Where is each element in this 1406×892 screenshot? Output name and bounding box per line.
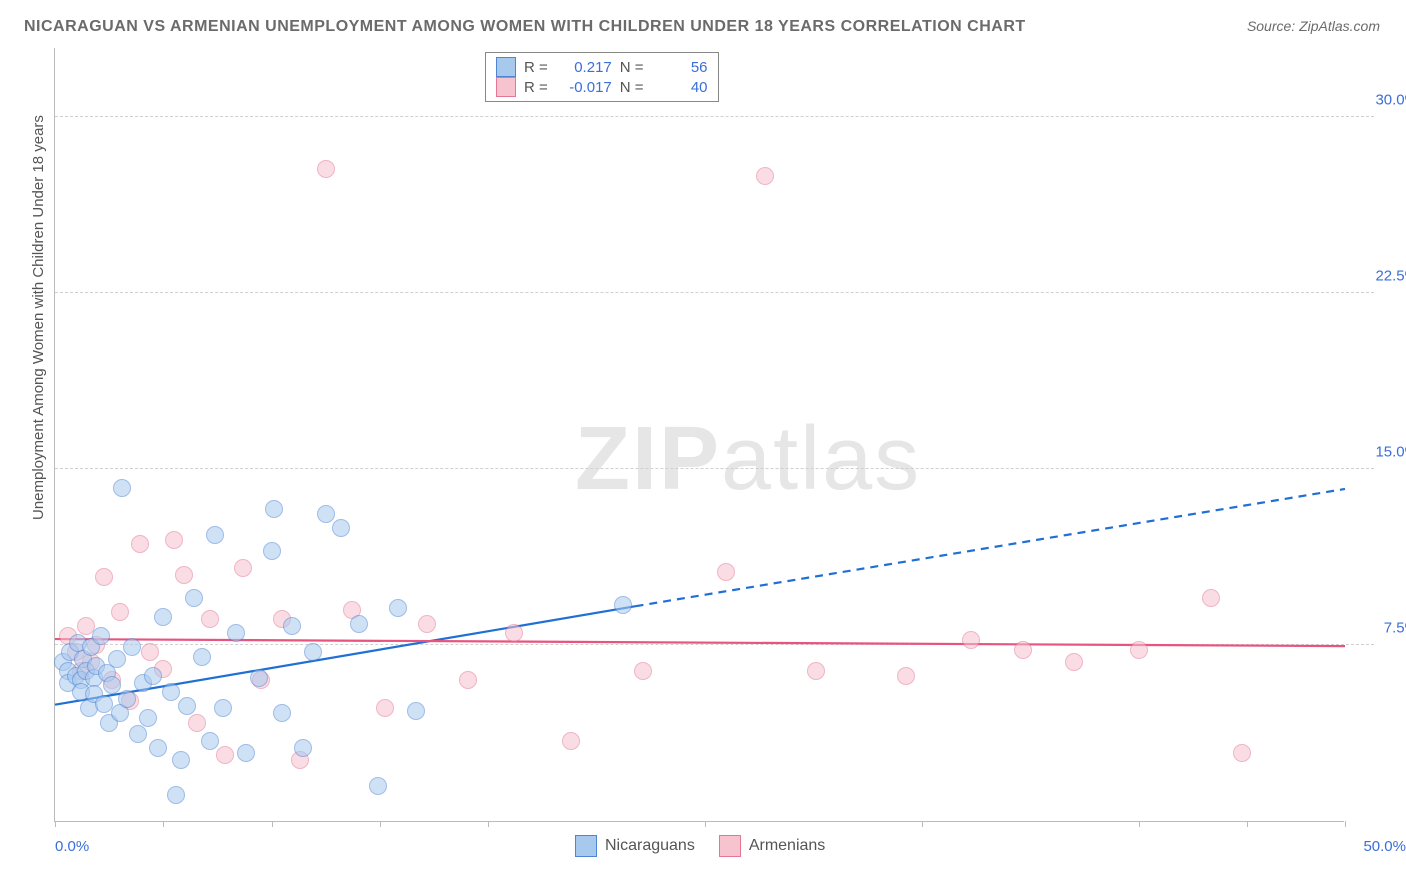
scatter-point-armenians <box>376 699 394 717</box>
scatter-point-nicaraguans <box>162 683 180 701</box>
legend-item: Armenians <box>719 835 825 857</box>
scatter-point-armenians <box>201 610 219 628</box>
scatter-point-nicaraguans <box>614 596 632 614</box>
gridline <box>55 292 1374 293</box>
scatter-point-nicaraguans <box>407 702 425 720</box>
x-tick <box>922 821 923 827</box>
scatter-point-nicaraguans <box>193 648 211 666</box>
y-tick-label: 30.0% <box>1375 92 1406 109</box>
scatter-point-nicaraguans <box>129 725 147 743</box>
scatter-point-armenians <box>188 714 206 732</box>
scatter-point-nicaraguans <box>139 709 157 727</box>
x-tick <box>1345 821 1346 827</box>
scatter-point-nicaraguans <box>214 699 232 717</box>
scatter-point-nicaraguans <box>283 617 301 635</box>
scatter-point-armenians <box>1233 744 1251 762</box>
scatter-point-armenians <box>1130 641 1148 659</box>
scatter-point-nicaraguans <box>294 739 312 757</box>
watermark: ZIPatlas <box>575 408 921 511</box>
y-axis-label: Unemployment Among Women with Children U… <box>30 115 47 520</box>
plot-area: ZIPatlas 7.5%15.0%22.5%30.0% 0.0% 50.0% … <box>54 48 1344 822</box>
x-tick <box>55 821 56 827</box>
scatter-point-armenians <box>1014 641 1032 659</box>
scatter-point-armenians <box>418 615 436 633</box>
gridline <box>55 644 1374 645</box>
x-tick <box>272 821 273 827</box>
scatter-point-armenians <box>562 732 580 750</box>
scatter-point-armenians <box>459 671 477 689</box>
x-tick <box>1247 821 1248 827</box>
scatter-point-armenians <box>1202 589 1220 607</box>
scatter-point-nicaraguans <box>108 650 126 668</box>
scatter-point-nicaraguans <box>172 751 190 769</box>
scatter-point-nicaraguans <box>304 643 322 661</box>
gridline <box>55 116 1374 117</box>
scatter-point-armenians <box>962 631 980 649</box>
scatter-point-nicaraguans <box>227 624 245 642</box>
scatter-point-nicaraguans <box>149 739 167 757</box>
scatter-point-armenians <box>216 746 234 764</box>
y-tick-label: 22.5% <box>1375 268 1406 285</box>
scatter-point-armenians <box>111 603 129 621</box>
x-axis-max-label: 50.0% <box>1363 838 1406 855</box>
scatter-point-nicaraguans <box>92 627 110 645</box>
scatter-point-armenians <box>141 643 159 661</box>
scatter-point-armenians <box>717 563 735 581</box>
scatter-point-armenians <box>175 566 193 584</box>
legend-row: R =0.217N =56 <box>496 57 708 77</box>
legend-item: Nicaraguans <box>575 835 695 857</box>
scatter-point-armenians <box>807 662 825 680</box>
scatter-point-nicaraguans <box>250 669 268 687</box>
scatter-point-nicaraguans <box>317 505 335 523</box>
legend-swatch-icon <box>496 77 516 97</box>
scatter-point-nicaraguans <box>237 744 255 762</box>
source-attribution: Source: ZipAtlas.com <box>1247 18 1380 34</box>
scatter-point-nicaraguans <box>273 704 291 722</box>
scatter-point-armenians <box>95 568 113 586</box>
scatter-point-nicaraguans <box>201 732 219 750</box>
scatter-point-nicaraguans <box>113 479 131 497</box>
legend-swatch-icon <box>719 835 741 857</box>
scatter-point-nicaraguans <box>263 542 281 560</box>
scatter-point-nicaraguans <box>332 519 350 537</box>
legend-swatch-icon <box>575 835 597 857</box>
x-tick <box>488 821 489 827</box>
scatter-point-nicaraguans <box>389 599 407 617</box>
scatter-point-nicaraguans <box>144 667 162 685</box>
scatter-point-nicaraguans <box>118 690 136 708</box>
x-tick <box>380 821 381 827</box>
x-tick <box>705 821 706 827</box>
scatter-point-nicaraguans <box>185 589 203 607</box>
y-tick-label: 7.5% <box>1384 620 1406 637</box>
scatter-point-nicaraguans <box>206 526 224 544</box>
trend-lines <box>55 48 1345 822</box>
x-tick <box>163 821 164 827</box>
correlation-legend: R =0.217N =56R =-0.017N =40 <box>485 52 719 102</box>
scatter-point-armenians <box>634 662 652 680</box>
scatter-point-nicaraguans <box>103 676 121 694</box>
scatter-point-nicaraguans <box>178 697 196 715</box>
chart-title: NICARAGUAN VS ARMENIAN UNEMPLOYMENT AMON… <box>24 18 1026 36</box>
scatter-point-armenians <box>234 559 252 577</box>
scatter-point-nicaraguans <box>369 777 387 795</box>
scatter-point-armenians <box>505 624 523 642</box>
legend-swatch-icon <box>496 57 516 77</box>
scatter-point-armenians <box>1065 653 1083 671</box>
scatter-point-nicaraguans <box>154 608 172 626</box>
y-tick-label: 15.0% <box>1375 444 1406 461</box>
scatter-point-armenians <box>131 535 149 553</box>
scatter-point-nicaraguans <box>167 786 185 804</box>
x-axis-min-label: 0.0% <box>55 838 89 855</box>
scatter-point-armenians <box>897 667 915 685</box>
scatter-point-armenians <box>756 167 774 185</box>
series-legend: Nicaraguans Armenians <box>575 835 825 857</box>
scatter-point-armenians <box>165 531 183 549</box>
scatter-point-armenians <box>317 160 335 178</box>
legend-row: R =-0.017N =40 <box>496 77 708 97</box>
scatter-point-nicaraguans <box>350 615 368 633</box>
x-tick <box>1139 821 1140 827</box>
scatter-point-nicaraguans <box>123 638 141 656</box>
gridline <box>55 468 1374 469</box>
scatter-point-nicaraguans <box>265 500 283 518</box>
